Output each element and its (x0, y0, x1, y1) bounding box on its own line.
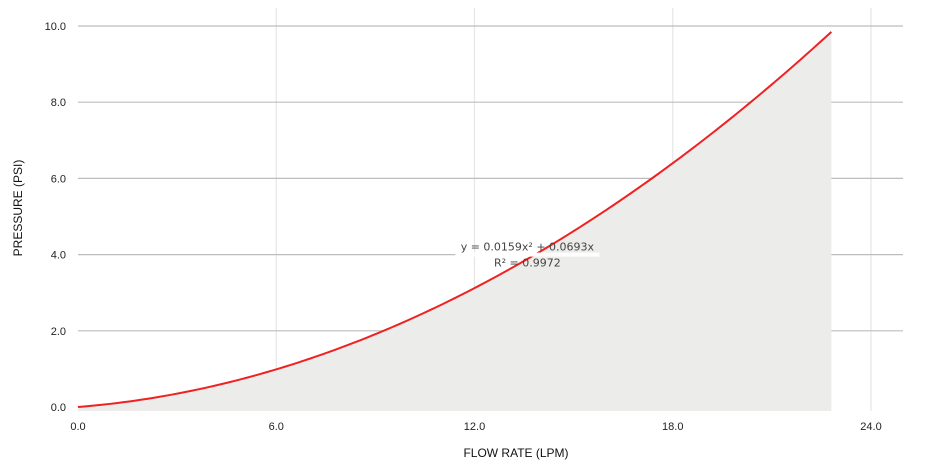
x-tick-label: 0.0 (70, 421, 85, 433)
x-axis-ticks: 0.0 6.0 12.0 18.0 24.0 (70, 421, 881, 433)
y-tick-label: 6.0 (51, 173, 66, 185)
equation-annotation: y = 0.0159x² + 0.0693x R² = 0.9972 (455, 241, 600, 270)
y-tick-label: 10.0 (45, 21, 66, 33)
y-tick-label: 4.0 (51, 250, 66, 262)
x-axis-title: FLOW RATE (LPM) (463, 446, 568, 460)
r-squared-text: R² = 0.9972 (494, 257, 561, 270)
x-tick-label: 12.0 (464, 421, 485, 433)
x-tick-label: 24.0 (860, 421, 881, 433)
y-tick-label: 8.0 (51, 97, 66, 109)
x-tick-label: 18.0 (662, 421, 683, 433)
equation-text: y = 0.0159x² + 0.0693x (461, 241, 595, 254)
fit-curve (77, 31, 833, 408)
annotation-background (455, 252, 600, 257)
y-tick-label: 2.0 (51, 326, 66, 338)
y-tick-label: 0.0 (51, 402, 66, 414)
y-axis-title: PRESSURE (PSI) (11, 160, 25, 257)
y-axis-ticks: 0.0 2.0 4.0 6.0 8.0 10.0 (45, 21, 66, 414)
area-fill (78, 31, 832, 411)
x-tick-label: 6.0 (269, 421, 284, 433)
